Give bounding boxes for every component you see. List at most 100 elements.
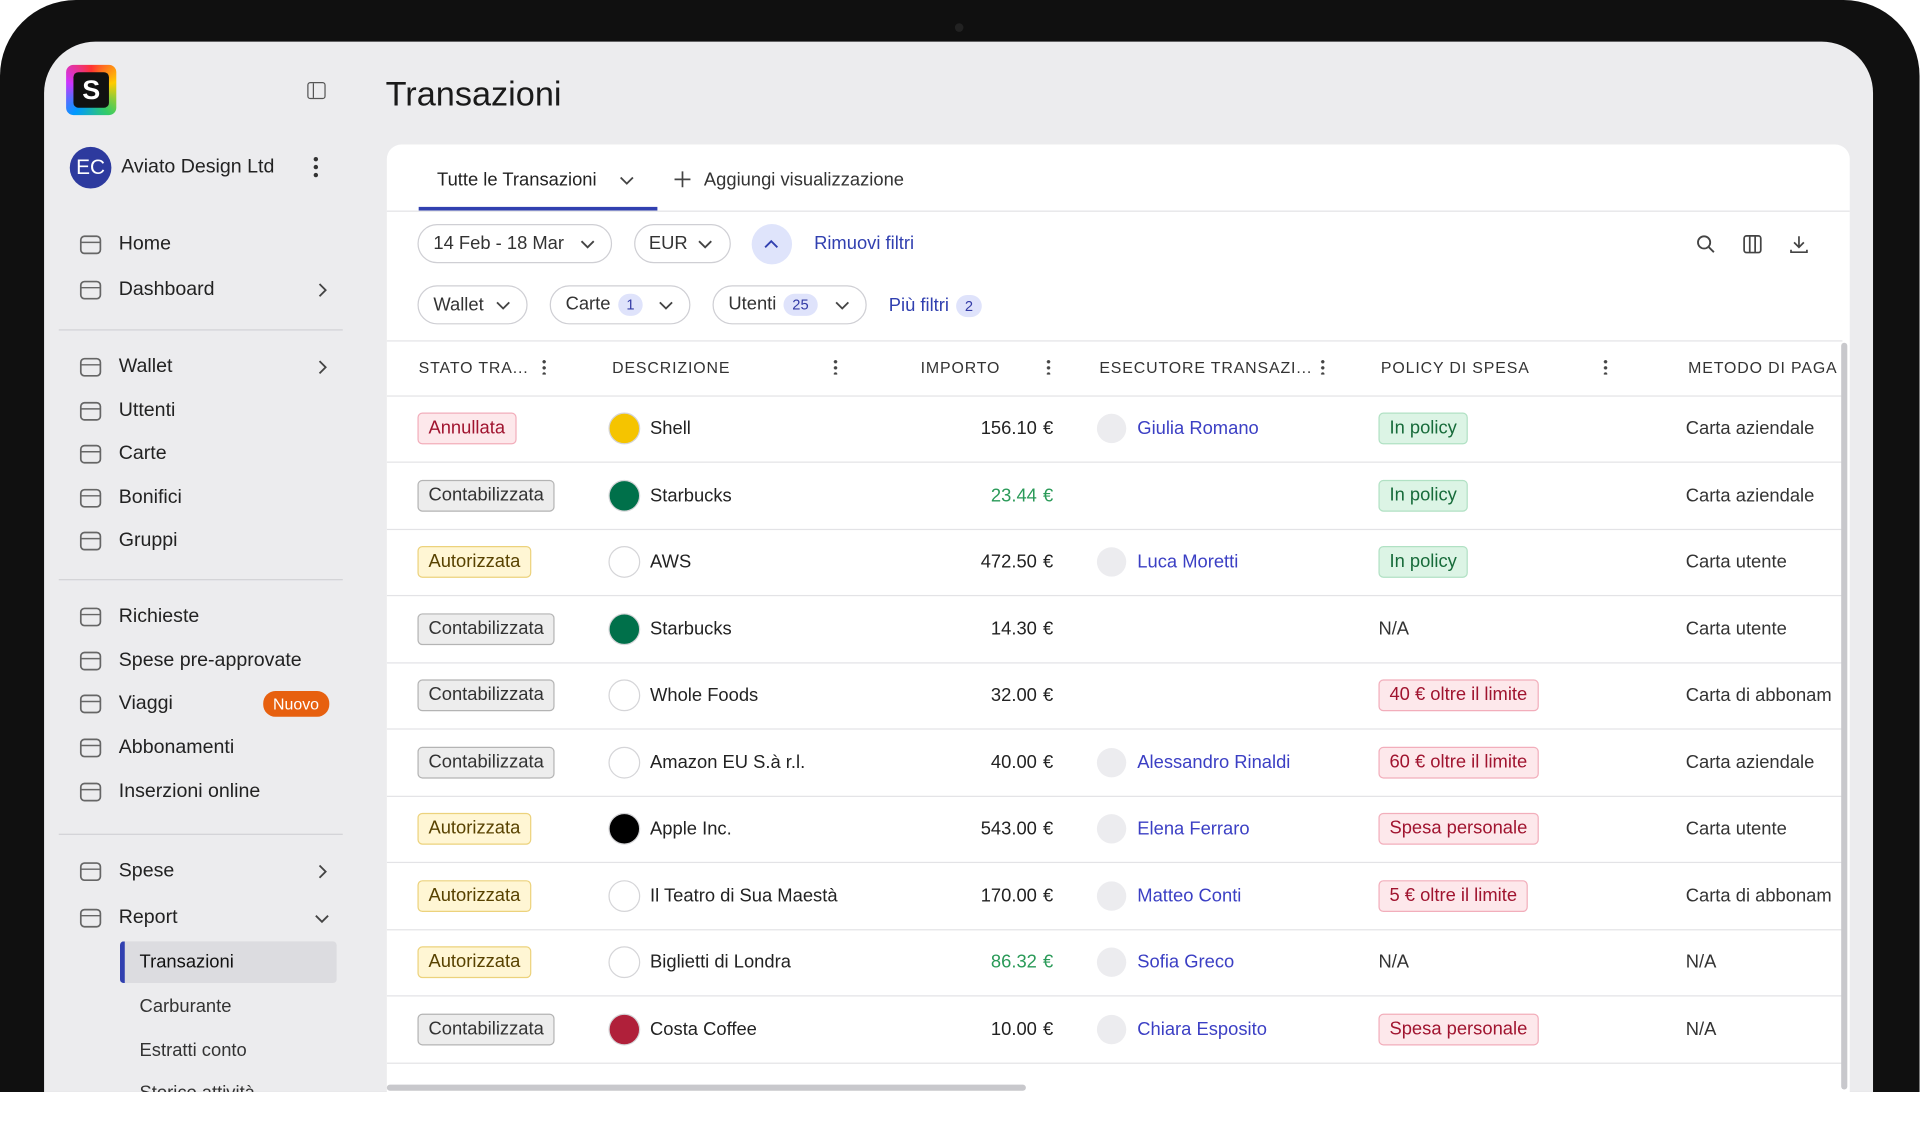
nav-item[interactable]: Report xyxy=(118,907,178,928)
row-line xyxy=(386,395,1843,397)
more-icon xyxy=(313,156,319,178)
column-header[interactable]: STATO TRA... xyxy=(418,358,529,377)
nav-item[interactable]: Spese pre-approvate xyxy=(118,649,302,671)
nav-item[interactable]: Dashboard xyxy=(118,279,215,300)
tab[interactable]: Aggiungi visualizzazione xyxy=(703,169,904,191)
column-header[interactable]: DESCRIZIONE xyxy=(612,358,731,377)
device: S EC Aviato Design Ltd Home Dashboard Wallet… xyxy=(0,0,1920,1092)
executor-link[interactable]: Sofia Greco xyxy=(1137,951,1235,973)
avatar[interactable]: EC xyxy=(69,146,112,189)
nav-item[interactable]: Home xyxy=(118,233,172,255)
user-avatar xyxy=(1096,1014,1127,1044)
nav-item[interactable]: Richieste xyxy=(118,605,200,627)
nav-item[interactable]: Inserzioni online xyxy=(118,780,261,802)
column-menu[interactable] xyxy=(1320,358,1325,375)
policy-badge: Spesa personale xyxy=(1378,812,1539,845)
merchant-logo xyxy=(608,412,641,445)
executor-link[interactable]: Matteo Conti xyxy=(1137,885,1242,906)
nav-icon xyxy=(79,908,102,928)
currency: € xyxy=(1043,484,1054,506)
status-badge: Autorizzata xyxy=(417,545,532,578)
amount: 543.00 xyxy=(980,818,1037,840)
amount: 10.00 xyxy=(990,1018,1037,1040)
collapse-icon[interactable] xyxy=(307,82,326,100)
horizontal-scrollbar xyxy=(386,1084,1026,1091)
download-icon xyxy=(1790,236,1808,254)
nav-item[interactable]: Spese xyxy=(118,860,175,882)
row-line xyxy=(386,661,1843,663)
sub-nav-item[interactable]: Estratti conto xyxy=(139,1039,247,1061)
nav-item[interactable]: Uttenti xyxy=(118,399,176,421)
date-filter[interactable] xyxy=(417,224,613,264)
sub-nav-item[interactable]: Storico attività xyxy=(139,1083,255,1105)
payment-method: N/A xyxy=(1685,951,1717,973)
sub-nav-item[interactable]: Carburante xyxy=(139,995,232,1017)
nav-icon xyxy=(79,531,102,551)
more-filters[interactable]: Più filtri 2 xyxy=(889,295,982,318)
currency-filter[interactable] xyxy=(634,224,731,264)
nav-item[interactable]: Bonifici xyxy=(118,486,182,508)
policy-badge: 40 € oltre il limite xyxy=(1378,679,1539,712)
amount: 170.00 xyxy=(980,885,1037,906)
column-header[interactable]: ESECUTORE TRANSAZI... xyxy=(1099,358,1313,377)
filter-chip[interactable]: Wallet xyxy=(417,285,528,325)
separator xyxy=(58,833,343,835)
chevron-icon xyxy=(318,864,327,879)
separator xyxy=(58,329,343,331)
merchant: Starbucks xyxy=(650,618,732,640)
nav-item[interactable]: Wallet xyxy=(118,356,173,378)
column-menu[interactable] xyxy=(1603,358,1608,375)
executor-link[interactable]: Giulia Romano xyxy=(1137,418,1259,439)
executor-link[interactable]: Chiara Esposito xyxy=(1137,1018,1267,1040)
payment-method: Carta utente xyxy=(1685,551,1787,573)
nav-item[interactable]: Gruppi xyxy=(118,530,178,551)
column-header[interactable]: METODO DI PAGA xyxy=(1688,358,1838,377)
payment-method: Carta utente xyxy=(1685,618,1787,640)
policy-badge: In policy xyxy=(1378,545,1468,578)
chip-label: Carte xyxy=(565,293,611,315)
executor-link[interactable]: Luca Moretti xyxy=(1137,551,1239,573)
amount: 472.50 xyxy=(980,551,1037,573)
policy-badge: Spesa personale xyxy=(1378,1013,1539,1045)
nav-item[interactable]: Carte xyxy=(118,443,167,464)
currency: € xyxy=(1043,684,1054,706)
logo-mark: S xyxy=(73,72,109,108)
executor-link[interactable]: Elena Ferraro xyxy=(1137,818,1250,840)
collapse-filters[interactable] xyxy=(751,224,793,265)
payment-method: Carta aziendale xyxy=(1685,751,1815,773)
column-header[interactable]: POLICY DI SPESA xyxy=(1380,358,1530,377)
logo[interactable]: S xyxy=(66,64,117,116)
filter-chip[interactable]: Utenti 25 xyxy=(712,285,867,325)
nav-item[interactable]: Viaggi xyxy=(118,693,173,715)
chip-label: Wallet xyxy=(433,294,484,316)
nav-icon xyxy=(79,488,102,508)
column-header[interactable]: IMPORTO xyxy=(920,358,1001,377)
merchant: Shell xyxy=(650,418,691,439)
column-menu[interactable] xyxy=(833,358,838,375)
payment-method: Carta utente xyxy=(1685,818,1787,840)
column-menu[interactable] xyxy=(542,358,546,375)
tab[interactable]: Tutte le Transazioni xyxy=(437,169,597,191)
policy-badge: In policy xyxy=(1378,479,1468,512)
status-badge: Autorizzata xyxy=(417,812,532,845)
user-avatar xyxy=(1096,947,1127,977)
status-badge: Contabilizzata xyxy=(417,746,555,778)
merchant-logo xyxy=(608,879,641,912)
table-clip: STATO TRA... DESCRIZIONE IMPORTO ESECUTORE … xyxy=(386,342,1843,1092)
org-name[interactable]: Aviato Design Ltd xyxy=(121,156,275,178)
user-avatar xyxy=(1096,413,1127,444)
filter-chip[interactable]: Carte 1 xyxy=(549,285,691,325)
nav-icon xyxy=(79,280,102,300)
nav-icon xyxy=(79,782,102,802)
clear-filters[interactable]: Rimuovi filtri xyxy=(814,233,915,255)
merchant: Amazon EU S.à r.l. xyxy=(650,751,806,773)
column-menu[interactable] xyxy=(1046,358,1051,375)
sub-nav-item[interactable]: Transazioni xyxy=(139,951,234,973)
chip-count: 1 xyxy=(617,293,644,316)
executor-link[interactable]: Alessandro Rinaldi xyxy=(1137,751,1291,773)
amount: 23.44 xyxy=(990,484,1037,506)
chevron-icon xyxy=(496,301,510,310)
row-line xyxy=(386,995,1843,997)
nav-item[interactable]: Abbonamenti xyxy=(118,737,235,758)
row-line xyxy=(386,528,1843,530)
